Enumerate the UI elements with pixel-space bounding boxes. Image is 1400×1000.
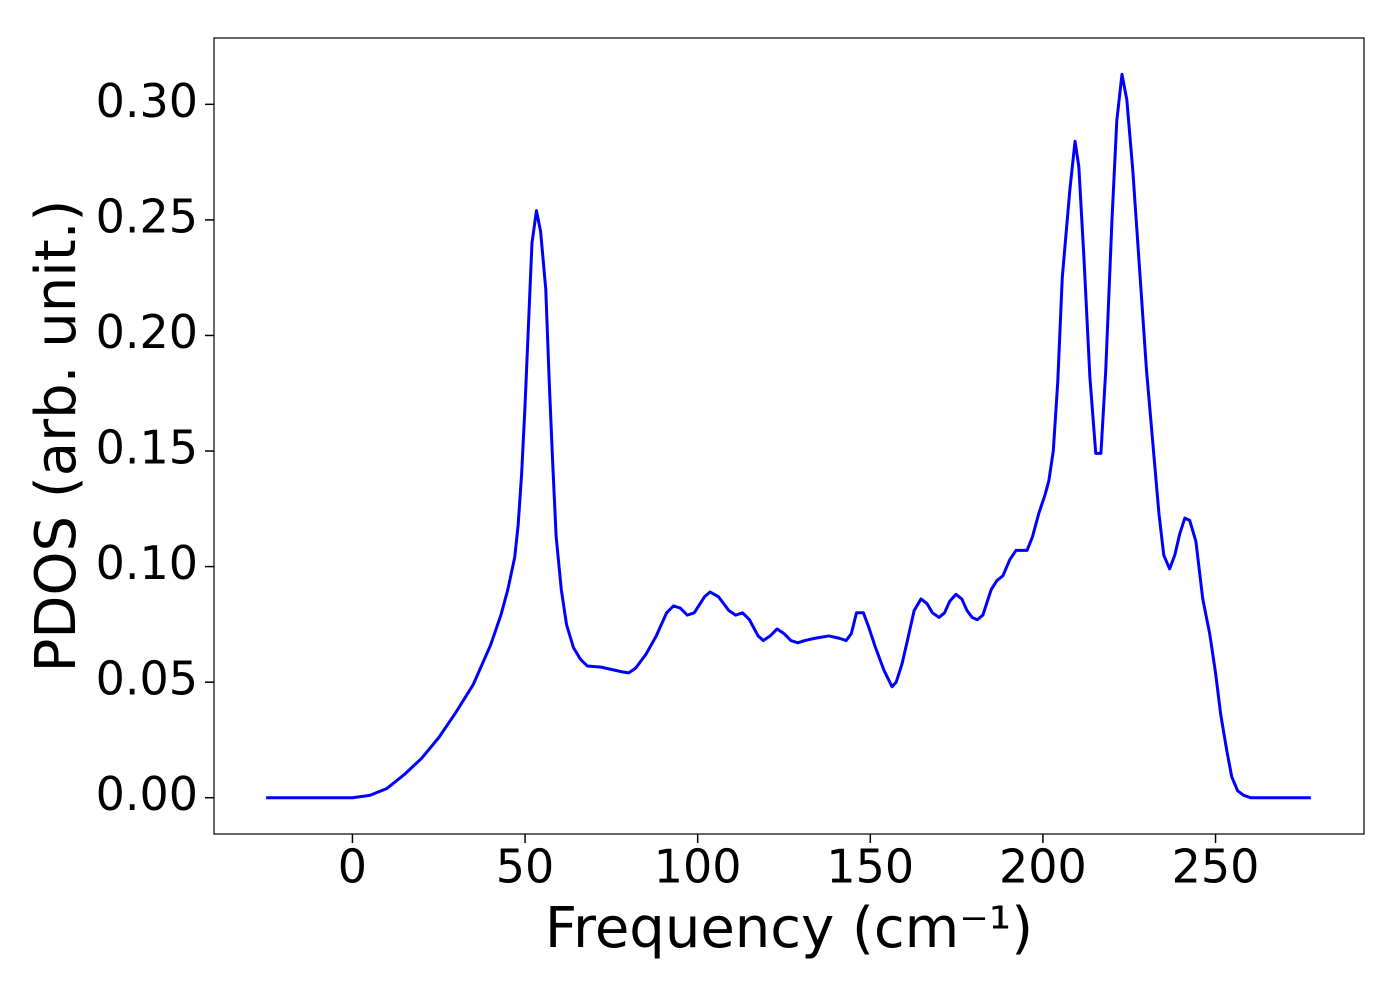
y-tick-label: 0.20: [96, 305, 198, 359]
y-tick-label: 0.00: [96, 767, 198, 821]
data-line: [266, 72, 1311, 800]
y-axis-label: PDOS (arb. unit.): [24, 200, 89, 673]
x-tick-label: 50: [496, 840, 555, 894]
y-tick-label: 0.25: [96, 189, 198, 243]
y-tick-label: 0.15: [96, 421, 198, 475]
plot-frame: [213, 37, 1365, 835]
x-tick-label: 200: [999, 840, 1087, 894]
x-tick-label: 250: [1172, 840, 1260, 894]
x-axis-label: Frequency (cm⁻¹): [545, 896, 1033, 961]
y-tick-label: 0.30: [96, 74, 198, 128]
y-tick-label: 0.05: [96, 652, 198, 706]
x-tick-label: 150: [826, 840, 914, 894]
y-tick-label: 0.10: [96, 536, 198, 590]
x-tick-label: 0: [338, 840, 367, 894]
x-tick-label: 100: [654, 840, 742, 894]
